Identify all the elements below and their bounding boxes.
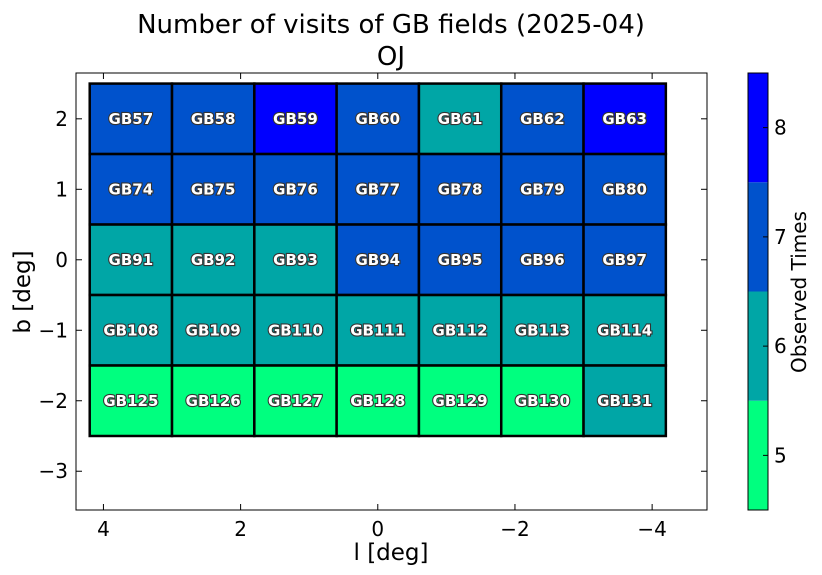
heatmap-cell [170, 223, 256, 297]
heatmap-cell [499, 223, 585, 297]
heatmap-cell [499, 364, 585, 438]
cell-label: GB129 [433, 392, 488, 410]
cell-label: GB91 [109, 251, 154, 269]
cell-label: GB131 [597, 392, 652, 410]
cell-label: GB60 [355, 110, 400, 128]
cell-label: GB75 [191, 180, 236, 198]
cell-label: GB59 [273, 110, 318, 128]
colorbar-frame [747, 72, 769, 511]
colorbar-segment [748, 73, 768, 183]
cell-label: GB125 [103, 392, 158, 410]
cell-label: GB58 [191, 110, 236, 128]
cell-label: GB110 [268, 321, 323, 339]
x-tick-label: 2 [234, 517, 247, 541]
cell-label: GB74 [109, 180, 154, 198]
colorbar-segment [748, 400, 768, 510]
cell-label: GB93 [273, 251, 318, 269]
cell-label: GB108 [103, 321, 158, 339]
heatmap-cell [499, 152, 585, 226]
chart-subtitle: OJ [377, 42, 405, 72]
y-tick-label: 1 [55, 177, 68, 201]
cell-label: GB63 [602, 110, 647, 128]
heatmap-cell [88, 82, 174, 156]
heatmap-cell [88, 293, 174, 367]
heatmap-cell [582, 82, 668, 156]
colorbar-tick-label: 8 [774, 116, 787, 140]
x-tick-label: −2 [500, 517, 529, 541]
heatmap-cell [417, 223, 503, 297]
cell-label: GB95 [438, 251, 483, 269]
cell-label: GB126 [186, 392, 241, 410]
colorbar-tick-label: 6 [774, 334, 787, 358]
cell-label: GB109 [186, 321, 241, 339]
cell-label: GB113 [515, 321, 570, 339]
x-tick-label: −4 [637, 517, 666, 541]
x-axis-ticks: 4 2 0 −2 −4 [97, 73, 667, 541]
heatmap-cell [335, 223, 421, 297]
heatmap-cell [582, 223, 668, 297]
cell-label: GB62 [520, 110, 565, 128]
y-tick-label: −2 [39, 389, 68, 413]
cell-label: GB111 [350, 321, 405, 339]
y-axis-label: b [deg] [10, 250, 36, 333]
cell-label: GB76 [273, 180, 318, 198]
colorbar-tick-label: 5 [774, 443, 787, 467]
cell-label: GB79 [520, 180, 565, 198]
cell-label: GB127 [268, 392, 323, 410]
cell-label: GB112 [433, 321, 488, 339]
chart-title: Number of visits of GB fields (2025-04) [137, 10, 645, 40]
y-tick-label: −3 [39, 459, 68, 483]
cell-label: GB80 [602, 180, 647, 198]
colorbar-tick-label: 7 [774, 225, 787, 249]
heatmap-cell [335, 152, 421, 226]
cell-label: GB92 [191, 251, 236, 269]
cell-label: GB77 [355, 180, 400, 198]
cell-label: GB97 [602, 251, 647, 269]
heatmap-cell [417, 364, 503, 438]
heatmap-cell [170, 152, 256, 226]
cell-label: GB130 [515, 392, 570, 410]
y-tick-label: 2 [55, 107, 68, 131]
x-tick-label: 4 [97, 517, 110, 541]
heatmap-cell [88, 223, 174, 297]
y-tick-label: 0 [55, 248, 68, 272]
colorbar: 5 6 7 8 [747, 72, 787, 511]
heatmap-cells [88, 82, 668, 438]
cell-label: GB114 [597, 321, 652, 339]
y-tick-label: −1 [39, 318, 68, 342]
heatmap-cell [417, 82, 503, 156]
heatmap-cell [417, 293, 503, 367]
colorbar-label: Observed Times [787, 211, 811, 373]
cell-label: GB128 [350, 392, 405, 410]
cell-label: GB78 [438, 180, 483, 198]
heatmap-cell-labels: GB57 GB58 GB59 GB60 GB61 GB62 GB63 GB74 GB75 GB76… [102, 109, 653, 411]
x-axis-label: l [deg] [354, 540, 429, 566]
x-tick-label: 0 [371, 517, 384, 541]
cell-label: GB94 [355, 251, 400, 269]
heatmap-cell [170, 364, 256, 438]
heatmap-cell [582, 293, 668, 367]
cell-label: GB61 [438, 110, 483, 128]
cell-label: GB96 [520, 251, 565, 269]
colorbar-segment [748, 291, 768, 401]
y-axis-ticks: 2 1 0 −1 −2 −3 [39, 107, 707, 483]
heatmap-cell [582, 364, 668, 438]
colorbar-segment [748, 182, 768, 292]
cell-label: GB57 [109, 110, 154, 128]
